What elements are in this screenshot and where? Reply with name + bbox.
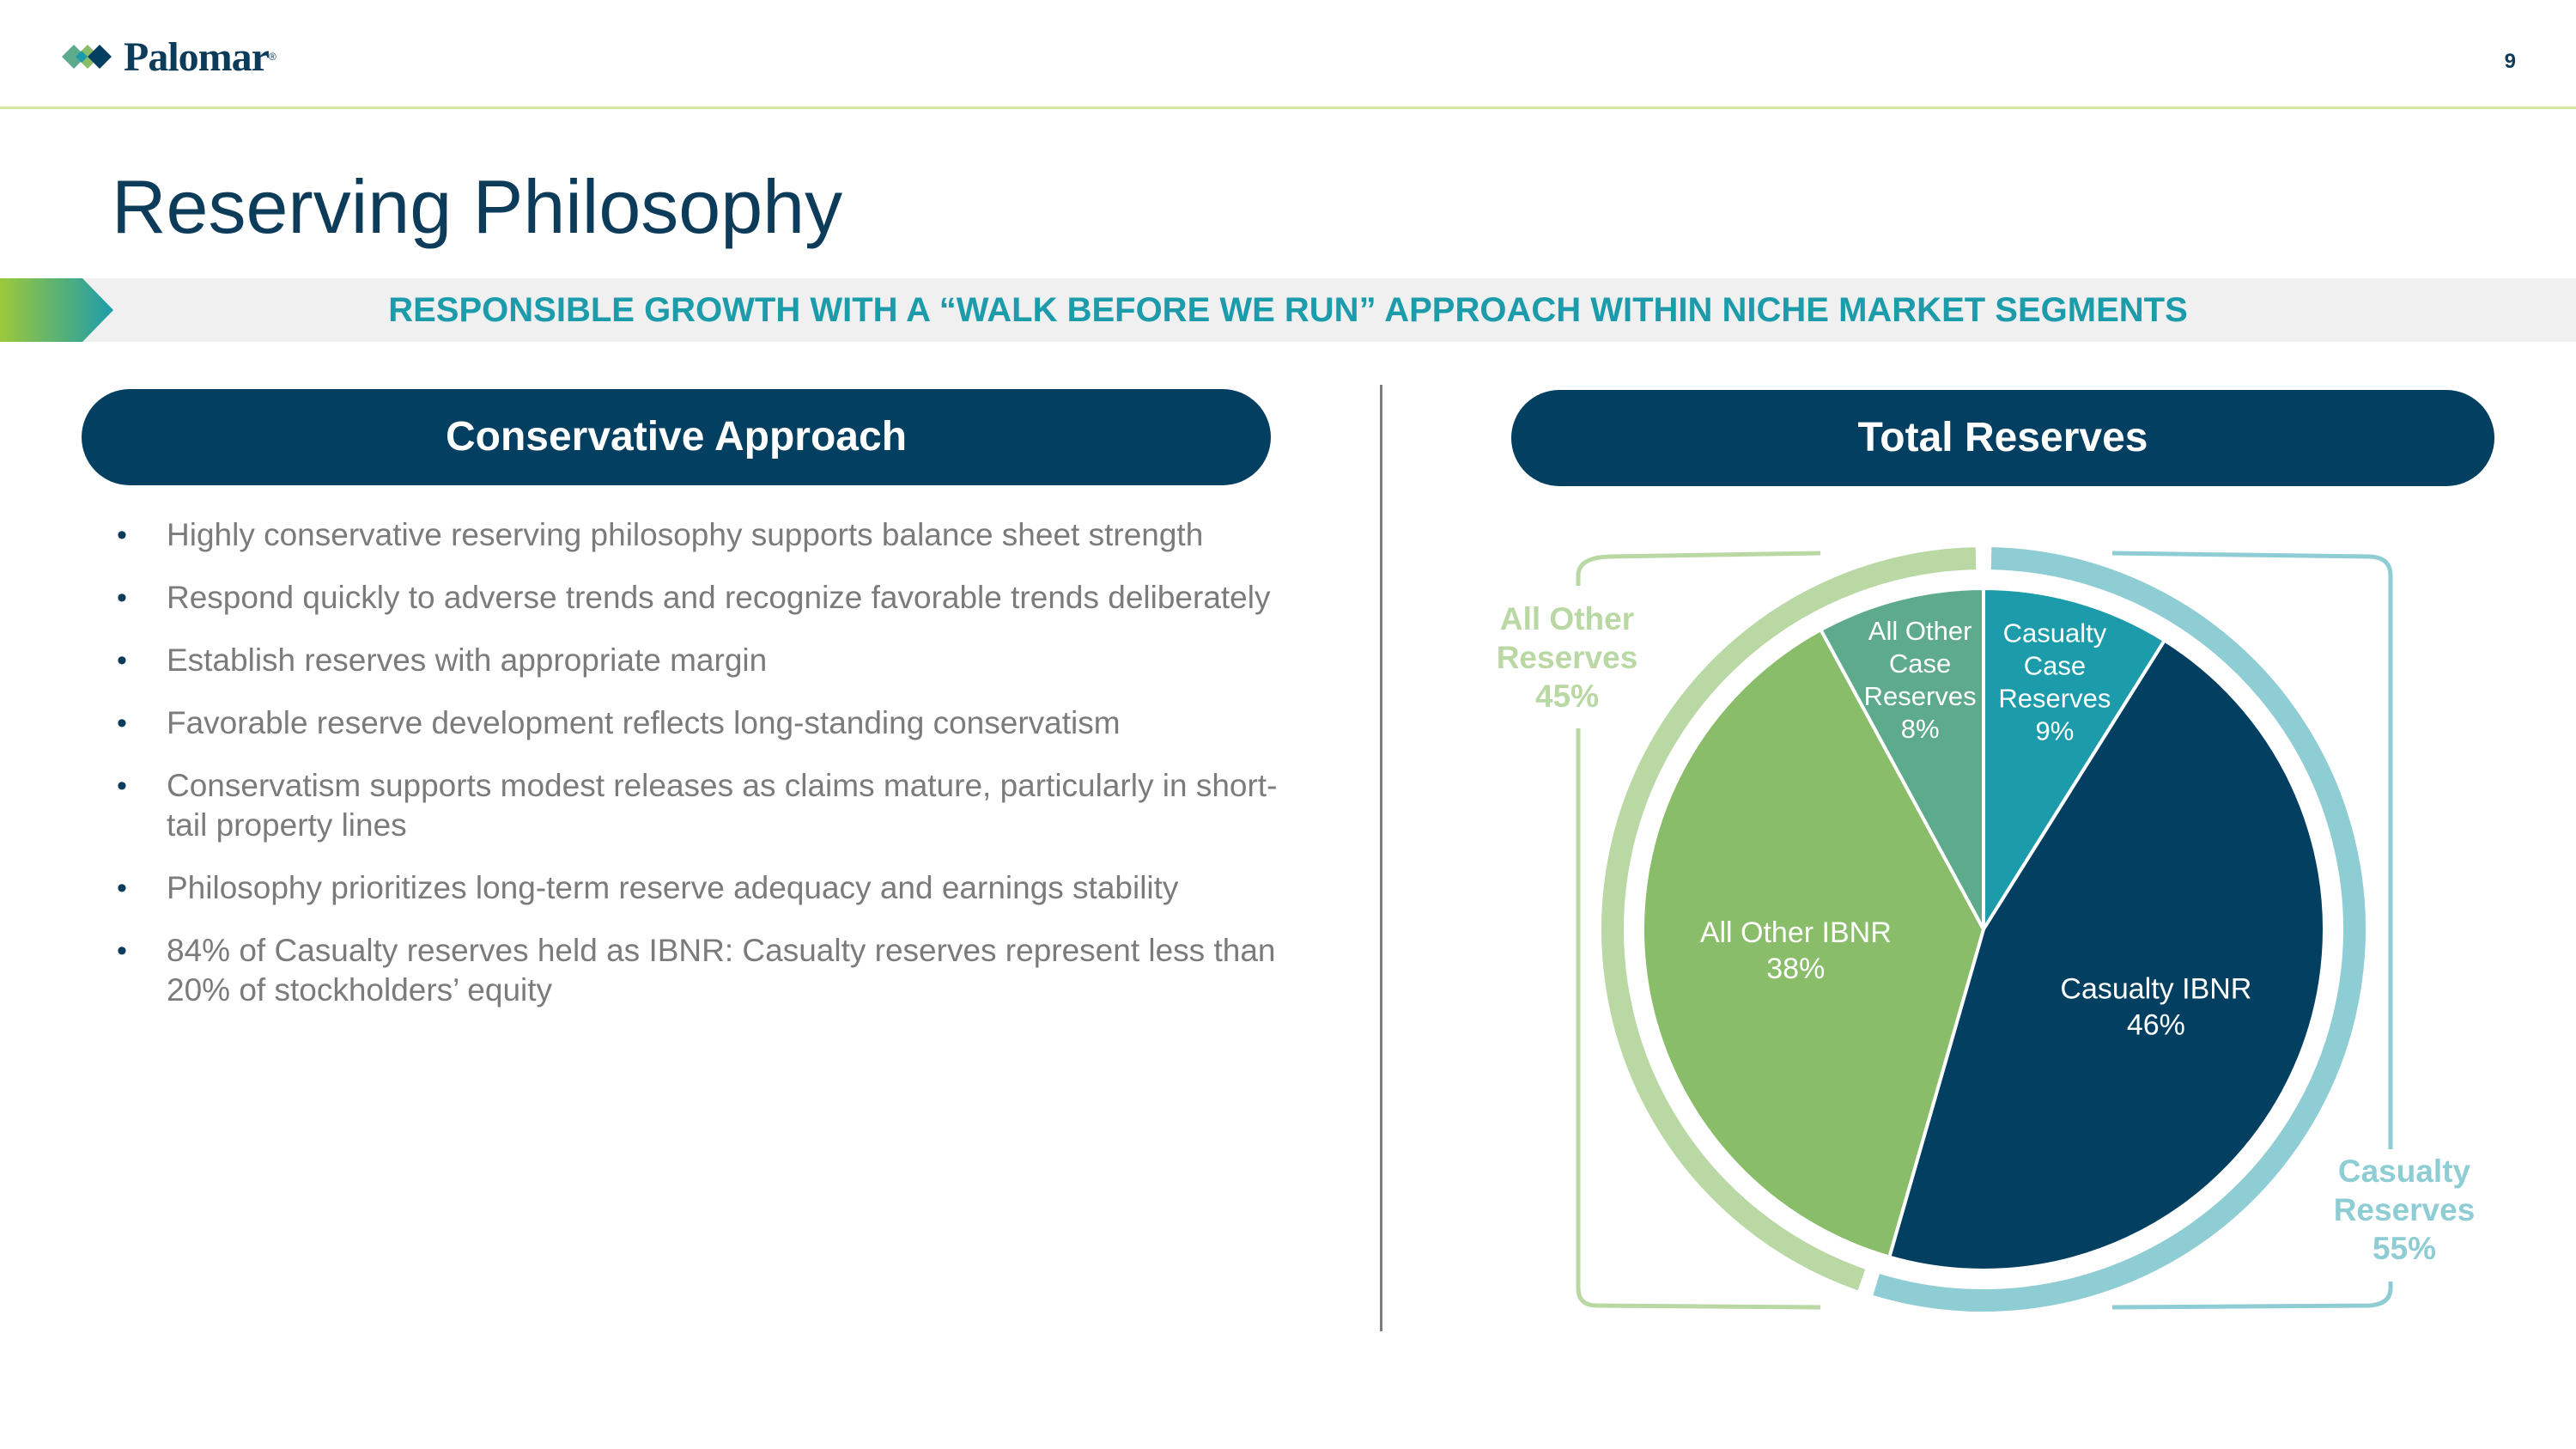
logo-registered-mark: ® <box>268 51 276 63</box>
all-other-reserves-ring <box>1601 547 1977 1291</box>
palomar-diamond-icon <box>62 45 112 69</box>
all-other-reserves-bracket-bottom <box>1576 728 1821 1310</box>
header: Palomar ® 9 <box>0 0 2576 109</box>
total-reserves-heading: Total Reserves <box>1511 390 2494 486</box>
all-other-ibnr-slice <box>1641 627 1986 1260</box>
conservative-approach-heading: Conservative Approach <box>82 389 1271 485</box>
subtitle-banner: RESPONSIBLE GROWTH WITH A “WALK BEFORE W… <box>0 278 2576 342</box>
bullet-item: Philosophy prioritizes long-term reserve… <box>112 868 1279 908</box>
casualty-reserves-label: Casualty Reserves 55% <box>2334 1154 2476 1266</box>
logo-text: Palomar <box>124 33 270 80</box>
casualty-case-reserves-label: Casualty Case Reserves 9% <box>1998 618 2111 746</box>
bullet-item: Favorable reserve development reflects l… <box>112 703 1279 743</box>
page-number: 9 <box>2504 50 2516 73</box>
total-reserves-pie-chart: Casualty Case Reserves 9% Casualty IBNR 46% Al… <box>1497 547 2476 1312</box>
casualty-reserves-ring <box>1873 547 2366 1312</box>
section-divider <box>1380 385 1382 1331</box>
all-other-case-reserves-label: All Other Case Reserves 8% <box>1864 616 1977 744</box>
casualty-case-reserves-slice <box>1982 586 2167 935</box>
casualty-ibnr-label: Casualty IBNR 46% <box>2060 973 2251 1042</box>
bullet-item: Establish reserves with appropriate marg… <box>112 641 1279 680</box>
all-other-case-reserves-slice <box>1818 586 1985 930</box>
bullet-item: Respond quickly to adverse trends and re… <box>112 578 1279 618</box>
palomar-logo[interactable]: Palomar ® <box>62 31 276 82</box>
casualty-reserves-bracket-top <box>2111 551 2393 1149</box>
casualty-ibnr-slice <box>1886 637 2326 1272</box>
banner-text: RESPONSIBLE GROWTH WITH A “WALK BEFORE W… <box>388 291 2188 329</box>
bullet-item: Highly conservative reserving philosophy… <box>112 515 1279 555</box>
bullet-item: 84% of Casualty reserves held as IBNR: C… <box>112 931 1279 1010</box>
bullet-item: Conservatism supports modest releases as… <box>112 766 1279 845</box>
page-title: Reserving Philosophy <box>112 164 843 249</box>
chevron-arrow-icon <box>0 278 113 342</box>
approach-bullet-list: Highly conservative reserving philosophy… <box>112 515 1279 1033</box>
casualty-reserves-bracket-bottom <box>2111 1282 2393 1310</box>
all-other-reserves-bracket-top <box>1576 551 1821 586</box>
all-other-reserves-label: All Other Reserves 45% <box>1497 601 1638 714</box>
all-other-ibnr-label: All Other IBNR 38% <box>1700 916 1892 985</box>
